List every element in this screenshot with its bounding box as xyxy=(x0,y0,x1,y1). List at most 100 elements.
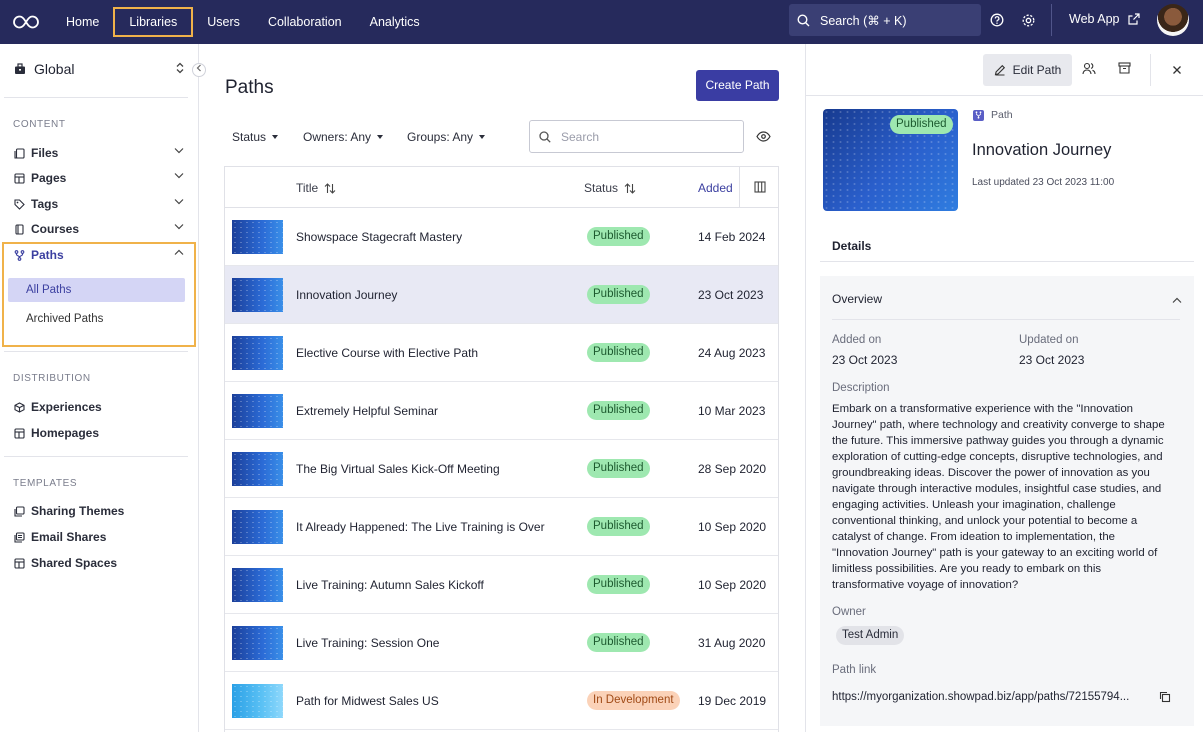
global-search[interactable]: Search (⌘ + K) xyxy=(789,4,981,36)
edit-path-button[interactable]: Edit Path xyxy=(983,54,1072,86)
workspace-selector[interactable]: Global xyxy=(14,61,74,77)
sidebar-item-sharing-themes[interactable]: Sharing Themes xyxy=(14,500,186,522)
columns-settings-icon[interactable] xyxy=(754,181,766,196)
search-placeholder: Search xyxy=(561,129,600,144)
gear-icon[interactable] xyxy=(1019,11,1037,29)
workspace-name: Global xyxy=(34,61,75,77)
sort-icon xyxy=(324,182,336,194)
sort-icon xyxy=(624,182,636,194)
path-thumbnail xyxy=(232,452,283,486)
collapse-sidebar-button[interactable] xyxy=(192,63,206,77)
table-row[interactable]: Showspace Stagecraft Mastery Published 1… xyxy=(225,208,778,266)
table-row[interactable]: Elective Course with Elective Path Publi… xyxy=(225,324,778,382)
row-date: 10 Sep 2020 xyxy=(698,520,767,534)
nav-analytics[interactable]: Analytics xyxy=(369,15,420,29)
path-link-label: Path link xyxy=(832,664,877,676)
sidebar-divider xyxy=(4,351,188,352)
row-date: 31 Aug 2020 xyxy=(698,636,766,650)
table-row[interactable]: Innovation Journey Published 23 Oct 2023 xyxy=(225,266,778,324)
briefcase-icon xyxy=(15,63,25,74)
row-title: Extremely Helpful Seminar xyxy=(296,404,439,418)
sidebar-item-email-shares[interactable]: Email Shares xyxy=(14,526,186,548)
row-title: Elective Course with Elective Path xyxy=(296,346,479,360)
chevron-down-icon xyxy=(174,199,184,205)
tab-details[interactable]: Details xyxy=(832,239,872,253)
nav-home[interactable]: Home xyxy=(66,15,100,29)
row-date: 28 Sep 2020 xyxy=(698,462,767,476)
overview-divider xyxy=(832,319,1180,320)
status-badge: Published xyxy=(587,633,650,652)
table-row[interactable]: Path for Midwest Sales US In Development… xyxy=(225,672,778,730)
groups-filter[interactable]: Groups: Any xyxy=(407,130,486,144)
archive-icon[interactable] xyxy=(1118,62,1131,77)
sidebar-item-courses[interactable]: Courses xyxy=(14,218,186,240)
table-search-input[interactable]: Search xyxy=(529,120,744,153)
help-icon[interactable] xyxy=(988,11,1006,29)
path-icon xyxy=(14,249,25,261)
toolbar-divider xyxy=(1150,54,1151,86)
table-row[interactable]: Extremely Helpful Seminar Published 10 M… xyxy=(225,382,778,440)
status-badge: Published xyxy=(587,285,650,304)
pages-icon xyxy=(14,172,25,184)
nav-libraries[interactable]: Libraries xyxy=(113,7,194,37)
chevron-down-icon xyxy=(174,224,184,230)
table-row[interactable]: The Big Virtual Sales Kick-Off Meeting P… xyxy=(225,440,778,498)
owner-chip: Test Admin xyxy=(836,626,905,645)
web-app-link[interactable]: Web App xyxy=(1069,12,1140,26)
sidebar-subitem-all-paths[interactable]: All Paths xyxy=(8,278,185,302)
status-badge: Published xyxy=(587,575,650,594)
course-icon xyxy=(15,223,24,235)
sidebar-divider xyxy=(4,97,188,98)
chevron-up-icon[interactable] xyxy=(1172,292,1182,307)
section-distribution: DISTRIBUTION xyxy=(13,373,91,384)
sidebar-item-shared-spaces[interactable]: Shared Spaces xyxy=(14,552,186,574)
sidebar-item-label: Shared Spaces xyxy=(31,556,118,570)
eye-icon[interactable] xyxy=(756,130,771,145)
column-status[interactable]: Status xyxy=(584,181,636,195)
column-added[interactable]: Added xyxy=(698,181,733,195)
create-path-button[interactable]: Create Path xyxy=(696,70,779,101)
column-title[interactable]: Title xyxy=(296,181,336,195)
path-link-value: https://myorganization.showpad.biz/app/p… xyxy=(832,691,1130,703)
owners-filter[interactable]: Owners: Any xyxy=(303,130,384,144)
sidebar-item-pages[interactable]: Pages xyxy=(14,167,186,189)
sidebar-subitem-archived-paths[interactable]: Archived Paths xyxy=(26,313,104,325)
row-title: Showspace Stagecraft Mastery xyxy=(296,230,463,244)
sidebar-item-files[interactable]: Files xyxy=(14,142,186,164)
added-on-label: Added on xyxy=(832,334,882,346)
chevron-up-icon xyxy=(174,249,184,255)
sidebar-item-paths[interactable]: Paths xyxy=(14,244,186,266)
users-icon[interactable] xyxy=(1082,62,1096,78)
detail-title: Innovation Journey xyxy=(972,141,1112,159)
homepage-icon xyxy=(14,427,25,439)
sidebar-item-label: Files xyxy=(31,146,59,160)
table-row[interactable]: Live Training: Autumn Sales Kickoff Publ… xyxy=(225,556,778,614)
detail-panel: Edit Path Published Path Innovation Jour… xyxy=(805,44,1203,732)
caret-down-icon xyxy=(272,135,279,139)
table-row[interactable]: It Already Happened: The Live Training i… xyxy=(225,498,778,556)
column-added-label: Added xyxy=(698,181,733,195)
copy-icon[interactable] xyxy=(1159,691,1171,706)
path-thumbnail xyxy=(232,684,283,718)
section-content: CONTENT xyxy=(13,119,66,130)
page-title: Paths xyxy=(225,77,274,98)
close-icon[interactable] xyxy=(1172,63,1182,78)
sidebar-item-experiences[interactable]: Experiences xyxy=(14,396,186,418)
nav-collaboration[interactable]: Collaboration xyxy=(267,15,342,29)
status-filter[interactable]: Status xyxy=(232,130,279,144)
chevron-down-icon xyxy=(174,148,184,154)
status-badge: Published xyxy=(587,459,650,478)
nav-users[interactable]: Users xyxy=(207,15,240,29)
files-icon xyxy=(14,147,25,159)
sidebar-item-homepages[interactable]: Homepages xyxy=(14,422,186,444)
updown-chevron-icon[interactable] xyxy=(176,62,184,77)
search-icon xyxy=(539,130,551,143)
paths-table: Title Status Added Showspace Stagecraft … xyxy=(224,166,779,732)
logo-icon[interactable] xyxy=(0,0,52,44)
table-row[interactable]: Live Training: Session One Published 31 … xyxy=(225,614,778,672)
avatar[interactable] xyxy=(1157,4,1189,36)
path-type-icon xyxy=(973,109,984,121)
sidebar-item-tags[interactable]: Tags xyxy=(14,193,186,215)
web-app-label: Web App xyxy=(1069,12,1120,26)
overview-heading[interactable]: Overview xyxy=(832,292,883,306)
